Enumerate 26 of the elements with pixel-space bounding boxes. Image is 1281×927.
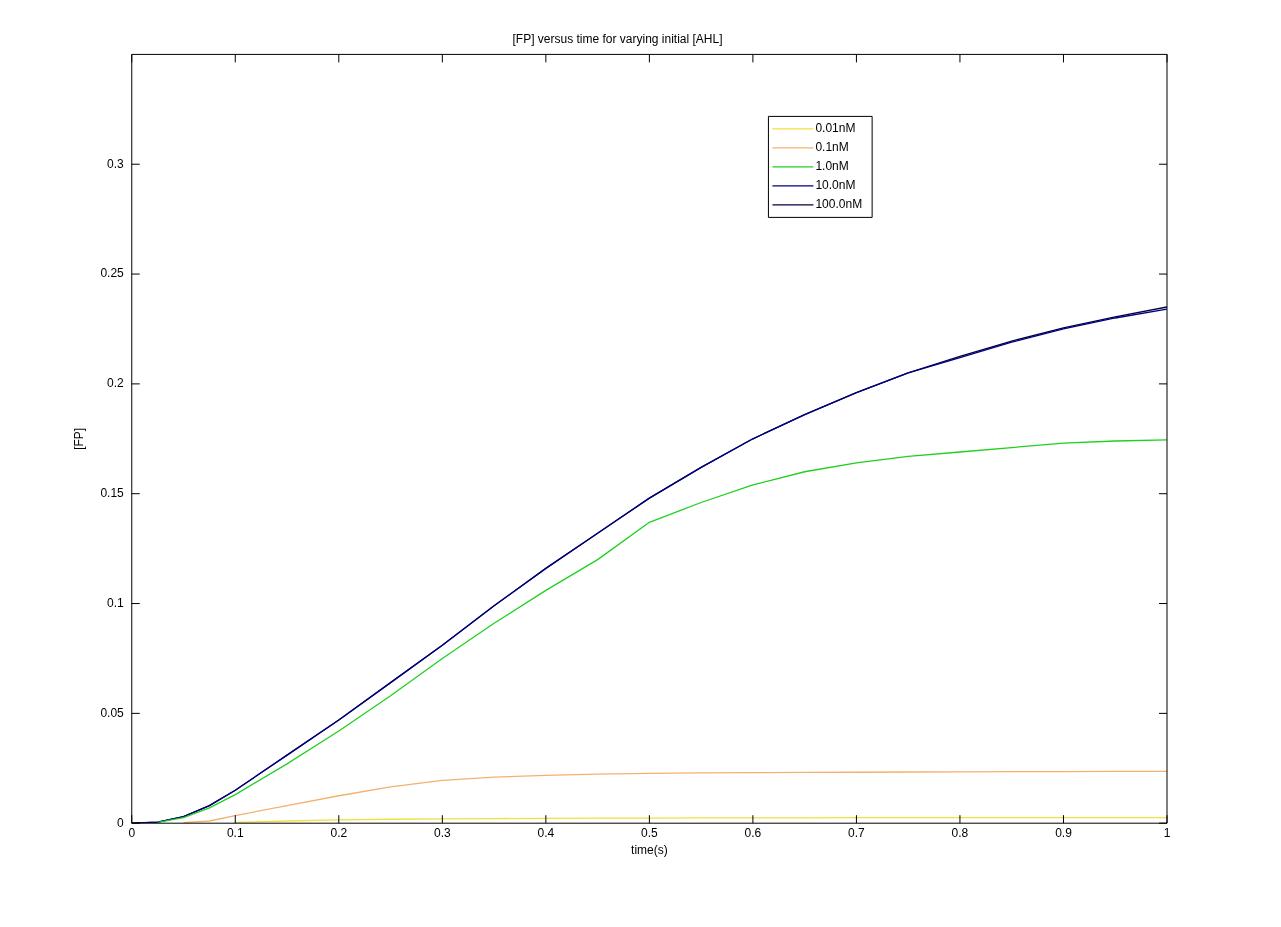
legend-label: 0.1nM [815, 140, 849, 155]
y-tick-label: 0.3 [107, 156, 125, 171]
x-tick-label: 1 [1163, 825, 1171, 840]
y-tick-label: 0.2 [107, 376, 125, 391]
y-tick-label: 0.1 [107, 595, 125, 610]
x-tick-label: 0.4 [537, 825, 555, 840]
x-tick-label: 0.7 [848, 825, 866, 840]
y-tick-label: 0 [117, 815, 125, 830]
legend-label: 0.01nM [815, 121, 856, 136]
x-tick-label: 0.5 [641, 825, 659, 840]
y-tick-label: 0.15 [100, 486, 125, 501]
x-tick-label: 0.6 [744, 825, 762, 840]
x-tick-label: 0.3 [433, 825, 451, 840]
legend-label: 10.0nM [815, 178, 856, 193]
legend-label: 1.0nM [815, 159, 849, 174]
y-tick-label: 0.05 [100, 705, 125, 720]
legend-label: 100.0nM [815, 197, 863, 212]
x-tick-label: 0.8 [951, 825, 969, 840]
x-axis-title: time(s) [631, 843, 668, 858]
x-tick-label: 0.9 [1055, 825, 1073, 840]
chart-title: [FP] versus time for varying initial [AHL] [512, 31, 723, 46]
x-tick-label: 0.1 [226, 825, 244, 840]
x-tick-label: 0 [128, 825, 136, 840]
y-axis-title: [FP] [71, 427, 86, 450]
x-tick-label: 0.2 [330, 825, 348, 840]
y-tick-label: 0.25 [100, 266, 125, 281]
